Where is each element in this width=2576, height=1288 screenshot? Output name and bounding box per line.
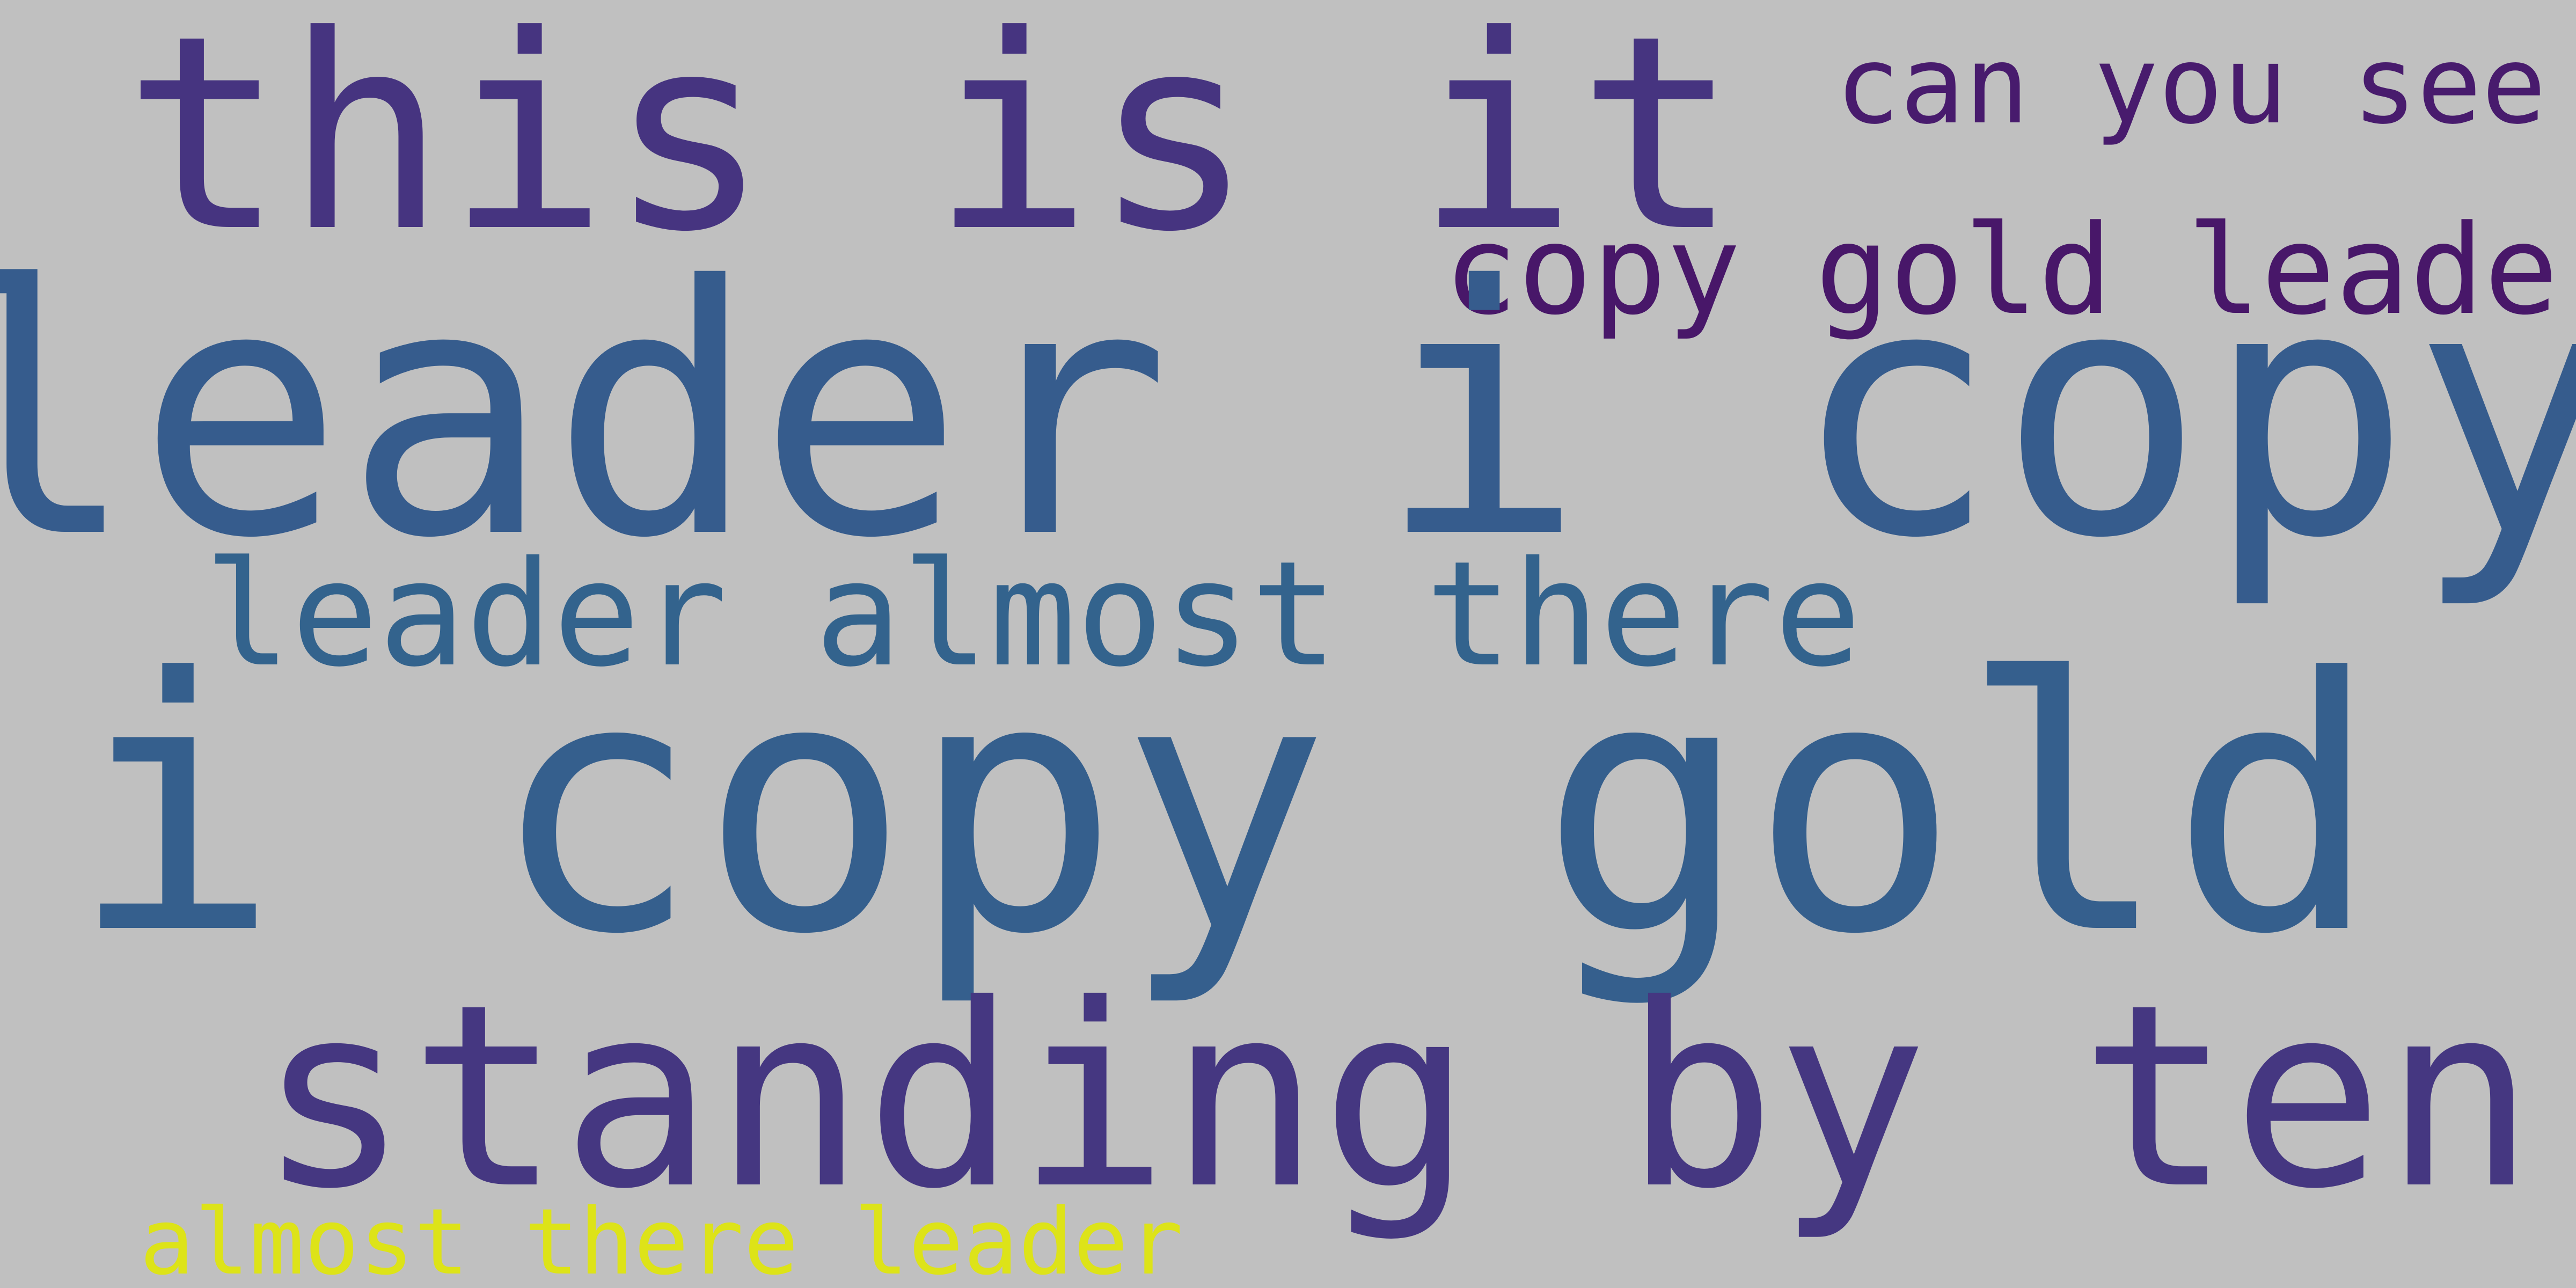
phrase-leader-almost-there: leader almost there xyxy=(204,530,1862,699)
phrase-leader-i-copy: leader i copy xyxy=(0,213,2576,613)
phrase-almost-there-leader: almost there leader xyxy=(140,1189,1183,1288)
phrase-copy-gold-leader: copy gold leader xyxy=(1444,199,2576,342)
phrase-i-copy-gold: i copy gold xyxy=(70,605,2380,1011)
phrase-this-is-it: this is it xyxy=(123,0,1739,290)
phrase-can-you-see: can you see xyxy=(1835,23,2546,148)
phrase-standing-by-ten: standing by ten xyxy=(258,950,2536,1244)
